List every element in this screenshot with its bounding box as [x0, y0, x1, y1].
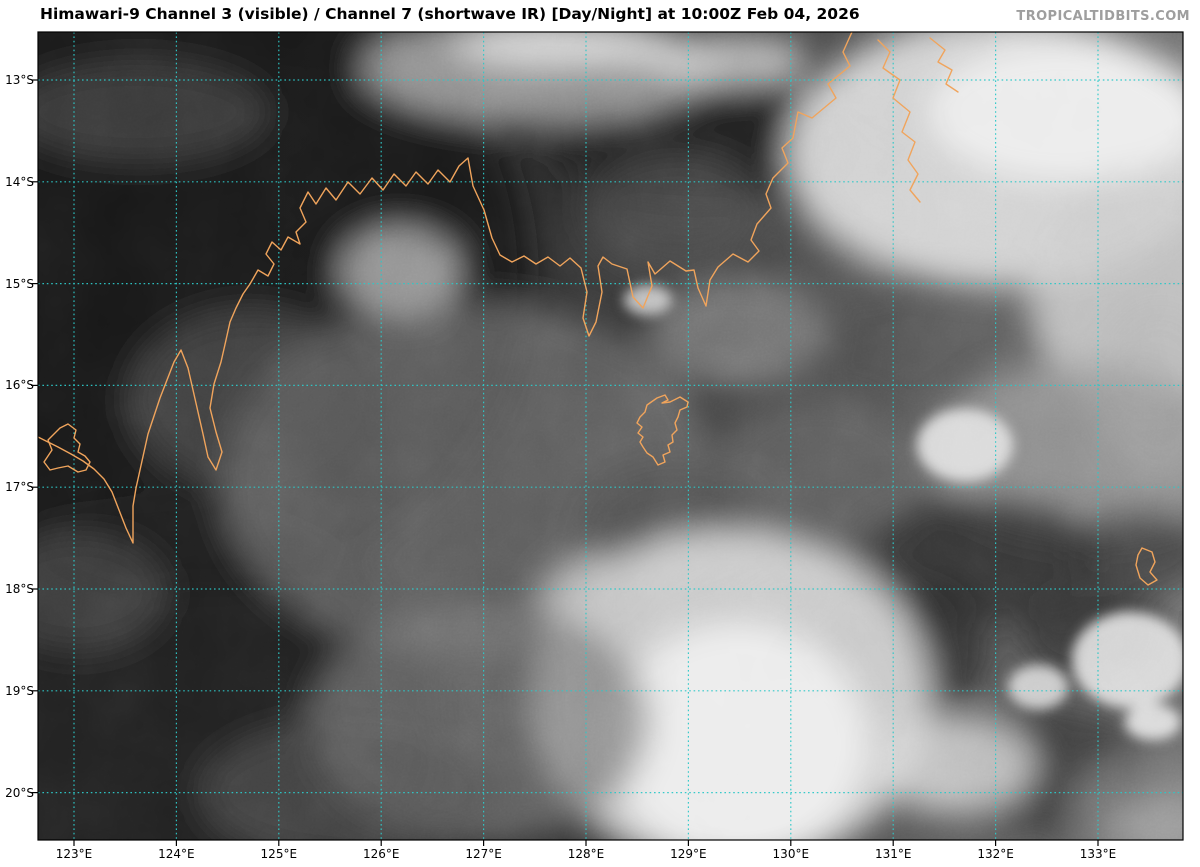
sensor-grain-texture [38, 32, 1183, 840]
lon-tick-label: 126°E [362, 847, 400, 861]
lat-tick-label: 15°S [5, 276, 34, 291]
lat-tick-label: 16°S [5, 378, 34, 393]
latlon-grid [38, 32, 1183, 840]
coastline-path [1135, 547, 1158, 586]
coastline-path [929, 37, 959, 93]
lat-tick-label: 17°S [5, 480, 34, 495]
coastline-path [636, 394, 689, 466]
coastline-overlay [38, 32, 1158, 586]
lat-tick-label: 13°S [5, 73, 34, 87]
lon-tick-label: 124°E [158, 847, 195, 861]
coastline-path [43, 423, 91, 473]
coastline-path [877, 39, 921, 203]
lat-tick-label: 19°S [5, 683, 34, 698]
axis-ticks [31, 79, 1099, 846]
figure-title: Himawari-9 Channel 3 (visible) / Channel… [40, 5, 860, 23]
lat-tick-label: 14°S [5, 174, 34, 189]
lon-tick-label: 123°E [55, 847, 93, 861]
lon-tick-label: 133°E [1079, 847, 1117, 861]
lat-tick-label: 18°S [5, 582, 34, 596]
lon-tick-label: 132°E [977, 847, 1014, 861]
coastline-path [38, 32, 853, 544]
lon-tick-label: 125°E [260, 847, 298, 861]
lon-tick-label: 127°E [465, 847, 502, 861]
lon-tick-label: 131°E [874, 847, 912, 861]
tropicaltidbits-watermark: TROPICALTIDBITS.COM [1016, 9, 1190, 24]
lat-tick-label: 20°S [5, 785, 34, 800]
map-border [37, 31, 1184, 841]
lon-tick-label: 129°E [670, 847, 707, 861]
lon-tick-label: 130°E [772, 847, 810, 861]
lon-tick-label: 128°E [567, 847, 605, 861]
